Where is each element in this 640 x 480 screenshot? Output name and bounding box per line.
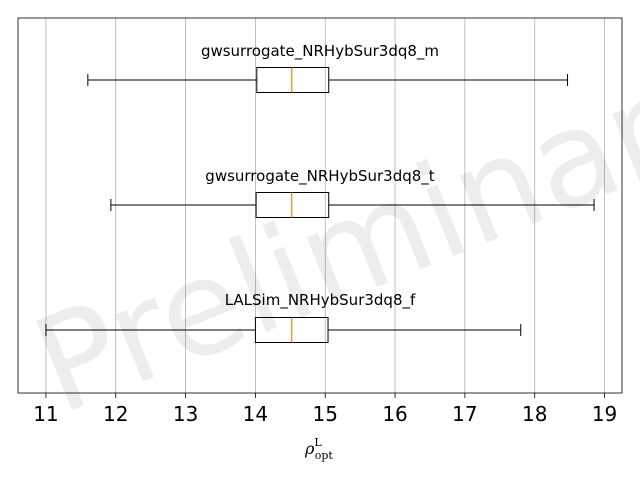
box-2 bbox=[110, 192, 595, 218]
series-label: gwsurrogate_NRHybSur3dq8_m bbox=[201, 42, 439, 61]
box-series bbox=[45, 67, 595, 343]
x-axis-ticks: 11 12 13 14 15 16 17 18 19 bbox=[33, 393, 617, 426]
preliminary-watermark: Preliminary bbox=[14, 23, 640, 445]
x-tick-label: 12 bbox=[103, 402, 128, 426]
x-tick-label: 17 bbox=[452, 402, 477, 426]
x-tick-label: 19 bbox=[592, 402, 617, 426]
x-tick-label: 16 bbox=[382, 402, 407, 426]
x-axis-label: ρL opt bbox=[304, 436, 333, 462]
x-tick-label: 13 bbox=[173, 402, 198, 426]
x-tick-label: 14 bbox=[243, 402, 268, 426]
x-tick-label: 11 bbox=[33, 402, 58, 426]
x-tick-label: 18 bbox=[522, 402, 547, 426]
iqr-box bbox=[255, 192, 330, 218]
plot-frame bbox=[17, 17, 623, 394]
x-axis-label-subscript: opt bbox=[315, 449, 334, 462]
box-1 bbox=[87, 67, 569, 93]
x-axis-label-main: ρ bbox=[304, 439, 315, 458]
iqr-box bbox=[256, 67, 330, 93]
series-label: gwsurrogate_NRHybSur3dq8_t bbox=[205, 167, 434, 186]
series-labels: gwsurrogate_NRHybSur3dq8_m gwsurrogate_NR… bbox=[201, 42, 439, 310]
series-label: LALSim_NRHybSur3dq8_f bbox=[225, 291, 416, 310]
box-3 bbox=[45, 317, 522, 343]
x-tick-label: 15 bbox=[313, 402, 338, 426]
x-axis-label-superscript: L bbox=[314, 436, 322, 449]
